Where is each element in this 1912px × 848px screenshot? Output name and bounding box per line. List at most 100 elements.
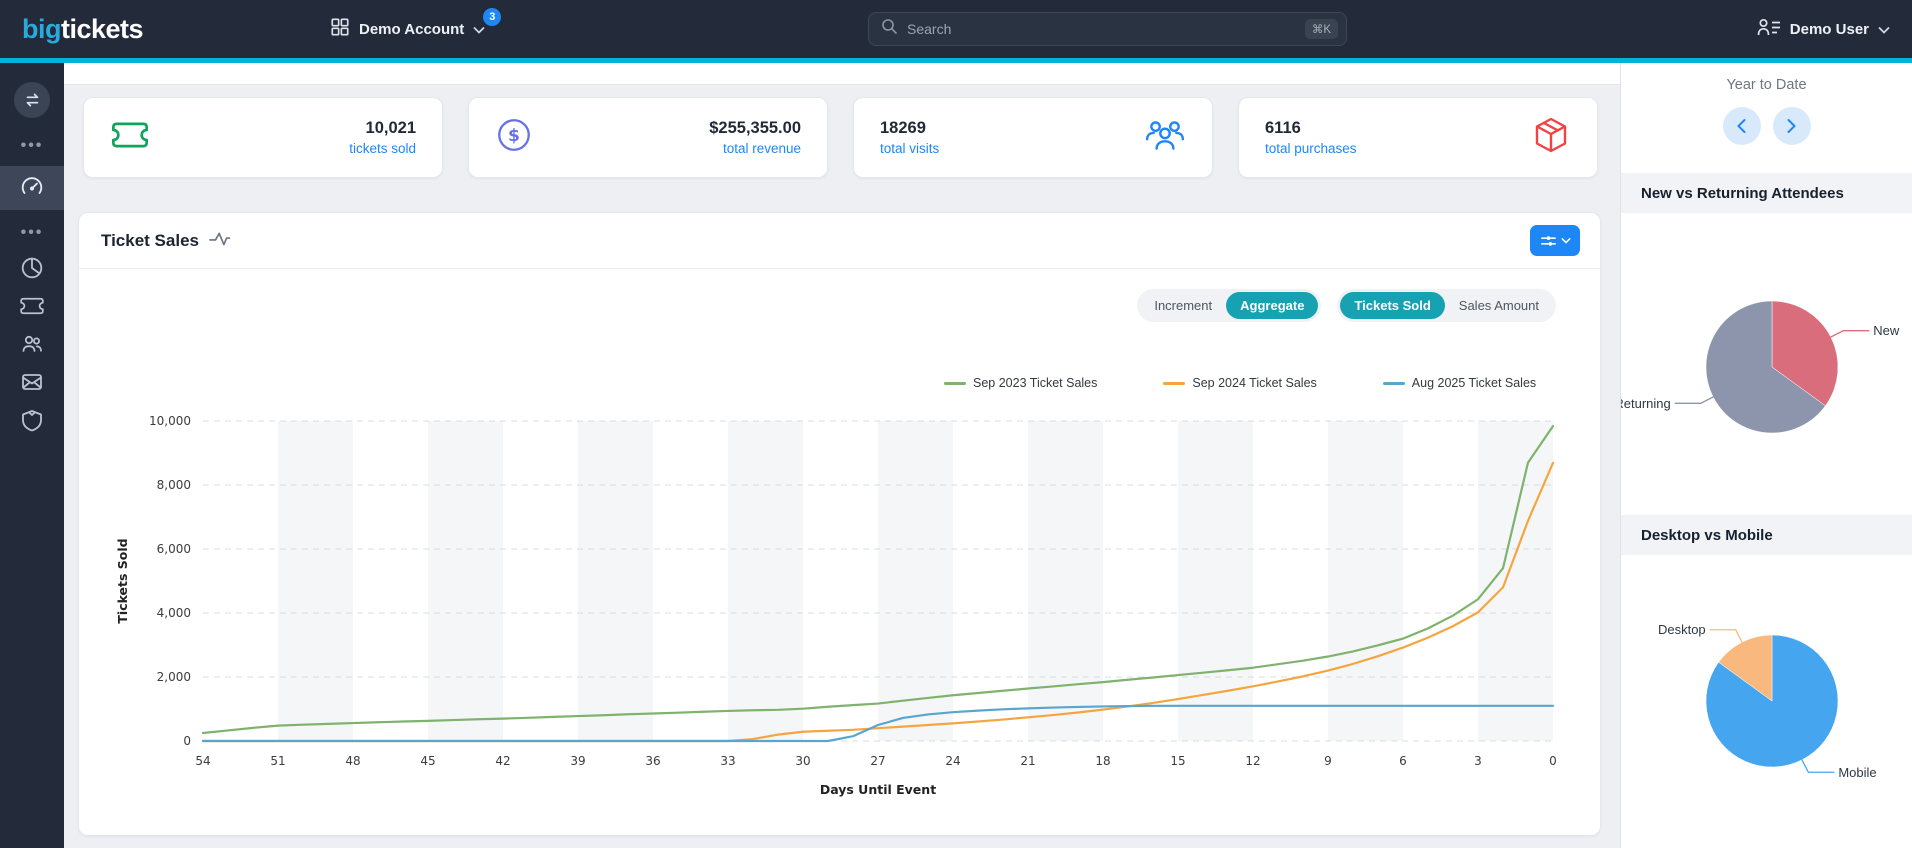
sidebar-more-bottom[interactable]: ••• — [0, 211, 64, 255]
legend-label: Aug 2025 Ticket Sales — [1411, 376, 1537, 390]
svg-text:9: 9 — [1324, 754, 1332, 768]
svg-text:Tickets Sold: Tickets Sold — [115, 538, 130, 623]
svg-text:15: 15 — [1170, 754, 1185, 768]
ticket-icon — [19, 296, 45, 321]
next-period-button[interactable] — [1772, 107, 1811, 145]
svg-text:24: 24 — [945, 754, 960, 768]
section-title-attendees: New vs Returning Attendees — [1621, 173, 1912, 213]
svg-text:18: 18 — [1095, 754, 1110, 768]
sidebar-item-security[interactable] — [0, 400, 64, 444]
pie-slice-label: New — [1873, 323, 1900, 338]
legend-item[interactable]: Sep 2023 Ticket Sales — [944, 376, 1097, 390]
right-panel: Year to Date New vs Returning Attendees … — [1620, 63, 1912, 848]
sliders-icon — [1540, 235, 1556, 246]
stat-card-total-revenue: $ $255,355.00 total revenue — [468, 97, 828, 178]
svg-text:12: 12 — [1245, 754, 1260, 768]
stat-value: 6116 — [1265, 119, 1301, 137]
svg-text:27: 27 — [870, 754, 885, 768]
desktop-vs-mobile-pie-chart[interactable]: Mobile Desktop — [1621, 560, 1912, 800]
pie-slice-label: Mobile — [1838, 765, 1876, 780]
svg-text:0: 0 — [183, 734, 191, 748]
brand-logo[interactable]: big tickets — [22, 0, 144, 58]
chart-legend: Sep 2023 Ticket Sales Sep 2024 Ticket Sal… — [944, 376, 1536, 390]
sidebar-item-reports[interactable] — [0, 248, 64, 292]
toggle-aggregate[interactable]: Aggregate — [1226, 292, 1319, 319]
section-title-devices: Desktop vs Mobile — [1621, 515, 1912, 555]
pie-chart-icon — [20, 256, 44, 285]
svg-text:$: $ — [508, 126, 520, 146]
previous-period-button[interactable] — [1722, 107, 1761, 145]
swap-horizontal-icon — [14, 82, 50, 118]
svg-text:10,000: 10,000 — [149, 414, 191, 428]
toggle-tickets-sold[interactable]: Tickets Sold — [1340, 292, 1445, 319]
svg-text:33: 33 — [720, 754, 735, 768]
accent-divider — [0, 58, 1912, 63]
toggle-increment[interactable]: Increment — [1140, 292, 1226, 319]
package-icon — [1531, 115, 1571, 160]
period-navigation — [1621, 107, 1912, 145]
legend-item[interactable]: Aug 2025 Ticket Sales — [1382, 376, 1537, 390]
stat-link-total-revenue[interactable]: total revenue — [722, 141, 801, 156]
sidebar-item-attendees[interactable] — [0, 324, 64, 368]
svg-text:48: 48 — [345, 754, 360, 768]
shield-icon — [20, 408, 44, 437]
logo-big: big — [22, 13, 62, 44]
stat-card-tickets-sold: 10,021 tickets sold — [83, 97, 443, 178]
account-switcher[interactable]: Demo Account 3 — [330, 0, 502, 58]
ticket-icon — [110, 120, 150, 155]
notification-badge[interactable]: 3 — [483, 7, 502, 26]
global-search[interactable]: ⌘K — [868, 12, 1347, 46]
svg-text:36: 36 — [645, 754, 660, 768]
svg-text:30: 30 — [795, 754, 810, 768]
legend-swatch — [944, 381, 966, 385]
toggle-sales-amount[interactable]: Sales Amount — [1445, 292, 1553, 319]
svg-text:2,000: 2,000 — [157, 670, 191, 684]
new-vs-returning-pie-chart[interactable]: New Returning — [1621, 220, 1912, 455]
ticket-sales-panel: Ticket Sales Increment Aggregate Tickets… — [78, 212, 1601, 836]
pie-slice-label: Returning — [1621, 396, 1671, 411]
svg-text:6: 6 — [1399, 754, 1407, 768]
legend-label: Sep 2023 Ticket Sales — [973, 376, 1098, 390]
stat-card-total-visits: 18269 total visits — [853, 97, 1213, 178]
user-name: Demo User — [1789, 20, 1869, 38]
svg-text:42: 42 — [495, 754, 510, 768]
panel-title: Ticket Sales — [101, 230, 199, 250]
chart-settings-button[interactable] — [1530, 225, 1580, 256]
sidebar-item-dashboard[interactable] — [0, 166, 64, 210]
users-icon — [20, 332, 44, 361]
stat-value: 18269 — [880, 119, 926, 137]
metric-toggle-group: Tickets Sold Sales Amount — [1337, 289, 1556, 322]
sidebar-item-messages[interactable] — [0, 362, 64, 406]
stat-link-total-visits[interactable]: total visits — [880, 141, 940, 156]
svg-text:0: 0 — [1549, 754, 1557, 768]
svg-text:6,000: 6,000 — [157, 542, 191, 556]
search-icon — [881, 18, 898, 40]
logo-tickets: tickets — [61, 13, 144, 44]
svg-text:51: 51 — [270, 754, 285, 768]
dashboard-gauge-icon — [20, 174, 44, 203]
svg-text:45: 45 — [420, 754, 435, 768]
page-header-strip — [64, 63, 1620, 85]
stat-link-tickets-sold[interactable]: tickets sold — [349, 141, 416, 156]
search-input[interactable] — [907, 21, 1296, 37]
sidebar-collapse-button[interactable] — [0, 78, 64, 122]
account-name: Demo Account — [359, 20, 465, 38]
stat-link-total-purchases[interactable]: total purchases — [1265, 141, 1357, 156]
sidebar-more-top[interactable]: ••• — [0, 124, 64, 168]
grid-icon — [330, 17, 350, 41]
svg-text:39: 39 — [570, 754, 585, 768]
chevron-down-icon — [1878, 21, 1890, 38]
users-group-icon — [1144, 116, 1186, 159]
user-menu[interactable]: Demo User — [1757, 0, 1890, 58]
svg-text:Days Until Event: Days Until Event — [820, 782, 936, 797]
legend-item[interactable]: Sep 2024 Ticket Sales — [1163, 376, 1317, 390]
chevron-right-icon — [1787, 119, 1796, 133]
sidebar-item-tickets[interactable] — [0, 286, 64, 330]
stat-value: 10,021 — [365, 119, 416, 137]
circle-dollar-icon: $ — [495, 116, 533, 159]
stat-value: $255,355.00 — [709, 119, 801, 137]
legend-swatch — [1382, 381, 1405, 385]
user-list-icon — [1757, 18, 1781, 41]
